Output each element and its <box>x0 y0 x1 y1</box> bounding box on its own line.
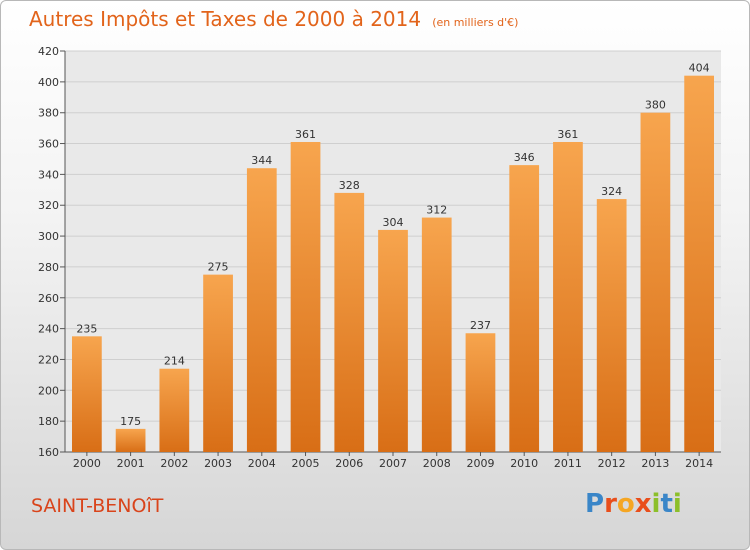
data-label: 361 <box>557 128 578 141</box>
bar <box>334 192 365 452</box>
bar <box>203 274 233 452</box>
bar <box>378 229 408 452</box>
data-label: 380 <box>645 99 666 112</box>
data-label: 361 <box>295 128 316 141</box>
x-tick-label: 2010 <box>510 457 538 470</box>
data-label: 275 <box>208 261 229 274</box>
bar <box>684 75 715 452</box>
y-tick-label: 300 <box>38 230 59 243</box>
bar <box>421 217 452 452</box>
x-tick-label: 2004 <box>248 457 276 470</box>
x-tick-label: 2003 <box>204 457 232 470</box>
data-label: 346 <box>514 151 535 164</box>
chart-title: Autres Impôts et Taxes de 2000 à 2014 <box>29 7 422 31</box>
bar <box>115 428 146 452</box>
bar <box>159 368 190 452</box>
logo-letter: t <box>660 489 673 519</box>
proxiti-logo: Proxiti <box>585 489 682 519</box>
y-tick-label: 320 <box>38 199 59 212</box>
data-label: 175 <box>120 415 141 428</box>
x-tick-label: 2009 <box>466 457 494 470</box>
logo-letter: r <box>604 489 617 519</box>
x-tick-label: 2005 <box>292 457 320 470</box>
logo-letter: x <box>634 489 652 519</box>
bar <box>596 199 627 452</box>
y-tick-label: 280 <box>38 261 59 274</box>
x-tick-label: 2001 <box>117 457 145 470</box>
x-tick-label: 2013 <box>641 457 669 470</box>
y-tick-label: 220 <box>38 353 59 366</box>
data-label: 404 <box>689 62 710 75</box>
y-tick-label: 200 <box>38 384 59 397</box>
data-label: 324 <box>601 185 622 198</box>
data-label: 235 <box>76 322 97 335</box>
place-name: SAINT-BENOîT <box>31 495 164 517</box>
x-tick-label: 2008 <box>423 457 451 470</box>
y-tick-label: 180 <box>38 415 59 428</box>
x-tick-label: 2011 <box>554 457 582 470</box>
logo-letter: P <box>585 489 605 519</box>
y-tick-label: 240 <box>38 323 59 336</box>
data-label: 237 <box>470 319 491 332</box>
logo-letter: i <box>672 489 682 519</box>
bar <box>553 141 583 452</box>
chart-unit-label: (en milliers d'€) <box>432 16 519 29</box>
x-tick-label: 2014 <box>685 457 713 470</box>
y-tick-label: 260 <box>38 292 59 305</box>
bar <box>465 333 496 452</box>
y-tick-label: 420 <box>38 45 59 58</box>
bar <box>246 168 277 452</box>
y-tick-label: 340 <box>38 168 59 181</box>
data-label: 214 <box>164 355 185 368</box>
bar <box>640 112 671 452</box>
y-tick-label: 160 <box>38 446 59 459</box>
x-tick-label: 2002 <box>160 457 188 470</box>
bar <box>71 336 102 452</box>
chart-title-block: Autres Impôts et Taxes de 2000 à 2014 (e… <box>29 7 518 31</box>
data-label: 312 <box>426 204 447 217</box>
y-tick-label: 400 <box>38 76 59 89</box>
bar <box>509 165 540 452</box>
y-tick-label: 360 <box>38 138 59 151</box>
bar <box>290 141 321 452</box>
y-tick-label: 380 <box>38 107 59 120</box>
logo-letter: i <box>651 489 661 519</box>
x-tick-label: 2007 <box>379 457 407 470</box>
x-tick-label: 2000 <box>73 457 101 470</box>
x-tick-label: 2006 <box>335 457 363 470</box>
x-tick-label: 2012 <box>598 457 626 470</box>
logo-letter: o <box>616 489 635 519</box>
data-label: 328 <box>339 179 360 192</box>
data-label: 304 <box>383 216 404 229</box>
data-label: 344 <box>251 154 272 167</box>
